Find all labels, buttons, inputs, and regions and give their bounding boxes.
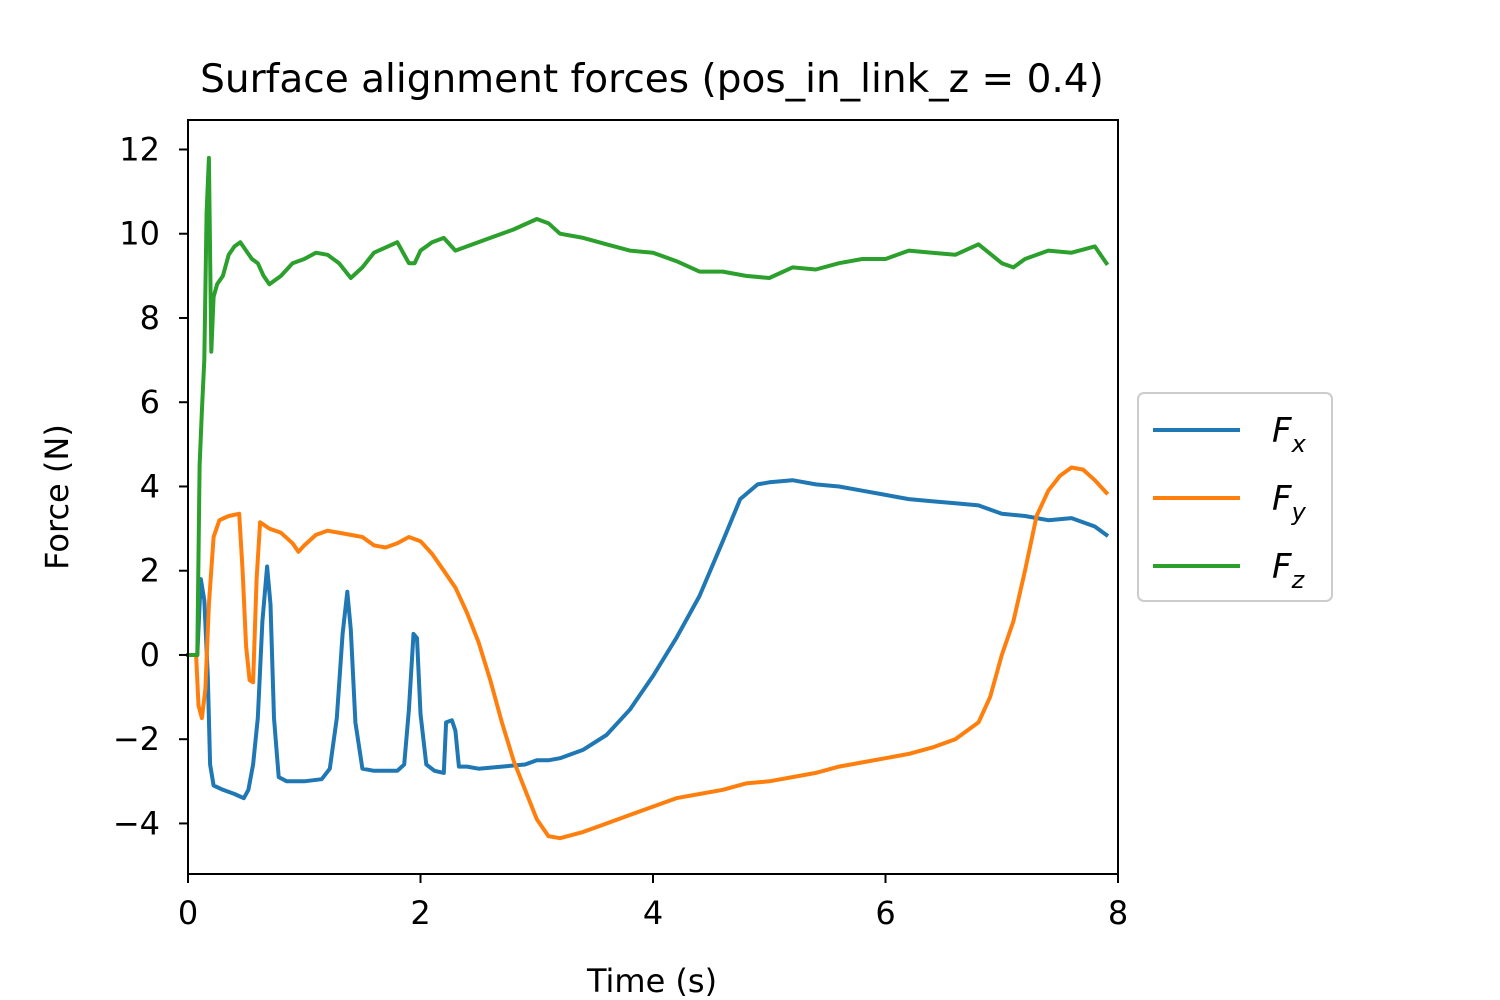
series-line-z bbox=[186, 155, 1110, 657]
y-axis-ticks: −4 −2 0 2 4 6 8 10 12 bbox=[113, 130, 188, 842]
y-tick-label: 12 bbox=[119, 130, 160, 168]
plot-frame bbox=[187, 119, 1119, 875]
y-tick-label: 8 bbox=[140, 299, 160, 337]
series-line-y bbox=[186, 465, 1110, 841]
y-tick-label: 10 bbox=[119, 215, 160, 253]
y-tick-label: 0 bbox=[140, 636, 160, 674]
chart-title: Surface alignment forces (pos_in_link_z … bbox=[200, 57, 1104, 102]
y-tick-label: −4 bbox=[113, 804, 160, 842]
x-tick-label: 8 bbox=[1108, 894, 1128, 932]
legend-label-y: Fy bbox=[1272, 479, 1307, 526]
x-tick-label: 0 bbox=[178, 894, 198, 932]
x-tick-label: 6 bbox=[875, 894, 895, 932]
y-tick-label: 2 bbox=[140, 552, 160, 590]
x-axis-ticks: 0 2 4 6 8 bbox=[178, 874, 1128, 932]
series-layer bbox=[186, 155, 1110, 841]
y-tick-label: −2 bbox=[113, 720, 160, 758]
x-tick-label: 2 bbox=[410, 894, 430, 932]
y-tick-label: 6 bbox=[140, 383, 160, 421]
y-axis-label: Force (N) bbox=[38, 424, 76, 570]
y-tick-label: 4 bbox=[140, 467, 160, 505]
x-axis-label: Time (s) bbox=[586, 962, 717, 1000]
series-line-x bbox=[186, 478, 1110, 801]
x-tick-label: 4 bbox=[643, 894, 663, 932]
